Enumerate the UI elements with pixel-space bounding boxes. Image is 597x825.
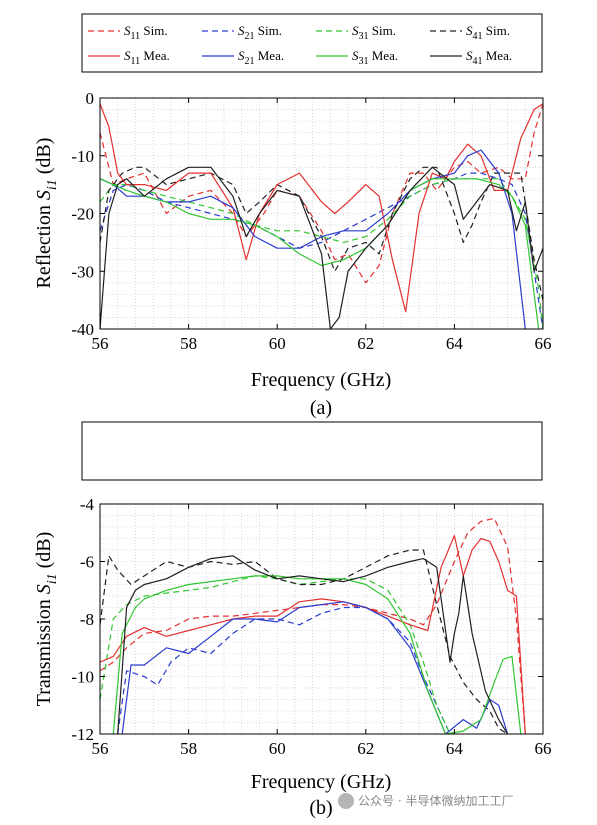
legend-sub: 41 xyxy=(473,56,483,67)
series-line xyxy=(100,178,543,329)
legend-suffix: Mea. xyxy=(483,48,513,63)
x-tick-label: 58 xyxy=(180,739,197,758)
y-tick-label: -12 xyxy=(71,725,94,744)
series-line xyxy=(121,601,509,734)
y-tick-label: -40 xyxy=(71,320,94,339)
legend-suffix: Sim. xyxy=(369,23,396,38)
legend-letter: S xyxy=(124,48,131,63)
legend-letter: S xyxy=(352,23,359,38)
legend-entry: S41 Mea. xyxy=(466,48,512,67)
series-line xyxy=(117,606,451,734)
wechat-icon xyxy=(338,792,354,809)
series-line xyxy=(100,103,543,313)
series-line xyxy=(100,517,526,734)
y-tick-label: -30 xyxy=(71,262,94,281)
ticks-transmission: 56 58 60 62 64 66 -4 -6 -8 -10 -12 xyxy=(71,495,551,758)
y-axis-label-transmission: Transmission Si1 (dB) xyxy=(33,532,60,707)
y-tick-label: -10 xyxy=(71,147,94,166)
legend-sub: 21 xyxy=(245,56,255,67)
legend-suffix: Mea. xyxy=(255,48,285,63)
legend-sub: 41 xyxy=(473,31,483,42)
x-tick-label: 56 xyxy=(92,739,109,758)
legend-entry: S31 Mea. xyxy=(352,48,398,67)
legend-suffix: Mea. xyxy=(140,48,170,63)
x-axis-label-reflection: Frequency (GHz) xyxy=(251,369,392,391)
legend-letter: S xyxy=(466,23,473,38)
legend-entry: S21 Mea. xyxy=(238,48,284,67)
watermark-text: 公众号 · 半导体微纳加工工厂 xyxy=(358,794,514,808)
y-tick-label: -20 xyxy=(71,205,94,224)
x-tick-label: 64 xyxy=(446,739,464,758)
x-tick-label: 62 xyxy=(357,739,374,758)
x-tick-label: 60 xyxy=(269,739,286,758)
legend-sub: 21 xyxy=(245,31,255,42)
y-tick-label: -8 xyxy=(80,610,94,629)
legend-sub: 31 xyxy=(359,56,369,67)
legend-suffix: Sim. xyxy=(255,23,282,38)
legend-suffix: Sim. xyxy=(140,23,167,38)
watermark: 公众号 · 半导体微纳加工工厂 xyxy=(338,792,513,809)
y-tick-label: -6 xyxy=(80,553,94,572)
y-tick-label: -10 xyxy=(71,668,94,687)
chart-transmission: 56 58 60 62 64 66 -4 -6 -8 -10 -12 Frequency (GHz)… xyxy=(33,495,552,819)
series-transmission xyxy=(100,517,526,734)
x-tick-label: 64 xyxy=(446,334,464,353)
series-line xyxy=(100,575,451,734)
legend-entry: S11 Mea. xyxy=(124,48,170,67)
x-tick-label: 58 xyxy=(180,334,197,353)
legend-sub: 31 xyxy=(359,31,369,42)
series-line xyxy=(100,166,543,301)
series-line xyxy=(112,575,522,734)
x-tick-label: 66 xyxy=(535,334,552,353)
legend-letter: S xyxy=(238,48,245,63)
legend-entry: S31 Sim. xyxy=(352,23,396,42)
legend-letter: S xyxy=(238,23,245,38)
legend-entry: S21 Sim. xyxy=(238,23,282,42)
legend-letter: S xyxy=(352,48,359,63)
chart-reflection: 56 58 60 62 64 66 0 -10 -20 -30 -40 Frequency (GHz… xyxy=(33,89,552,419)
legend-sub: 11 xyxy=(131,31,141,42)
legend: S11 Sim. S21 Sim. S31 Sim. S41 Sim.S11 Mea.… xyxy=(88,23,512,67)
legend-entry: S11 Sim. xyxy=(124,23,168,42)
series-line xyxy=(100,534,526,734)
legend-letter: S xyxy=(124,23,131,38)
x-axis-label-transmission: Frequency (GHz) xyxy=(251,771,392,793)
legend-suffix: Sim. xyxy=(483,23,510,38)
y-axis-label-reflection: Reflection Si1 (dB) xyxy=(33,138,60,289)
caption-b: (b) xyxy=(309,797,332,819)
legend-box xyxy=(81,13,543,73)
legend-suffix: Mea. xyxy=(369,48,399,63)
series-reflection xyxy=(100,103,543,329)
y-tick-label: 0 xyxy=(86,89,95,108)
ticks-reflection: 56 58 60 62 64 66 0 -10 -20 -30 -40 xyxy=(71,89,551,353)
legend-entry: S41 Sim. xyxy=(466,23,510,42)
x-tick-label: 56 xyxy=(92,334,109,353)
legend-sub: 11 xyxy=(131,56,141,67)
x-tick-label: 60 xyxy=(269,334,286,353)
y-tick-label: -4 xyxy=(80,495,95,514)
series-line xyxy=(100,549,508,734)
legend-letter: S xyxy=(466,48,473,63)
series-line xyxy=(117,555,509,734)
x-tick-label: 66 xyxy=(535,739,552,758)
series-line xyxy=(100,166,543,329)
series-line xyxy=(100,178,540,329)
caption-a: (a) xyxy=(310,397,332,419)
x-tick-label: 62 xyxy=(357,334,374,353)
grid-reflection xyxy=(100,98,543,329)
legend-placeholder-box xyxy=(81,421,543,481)
